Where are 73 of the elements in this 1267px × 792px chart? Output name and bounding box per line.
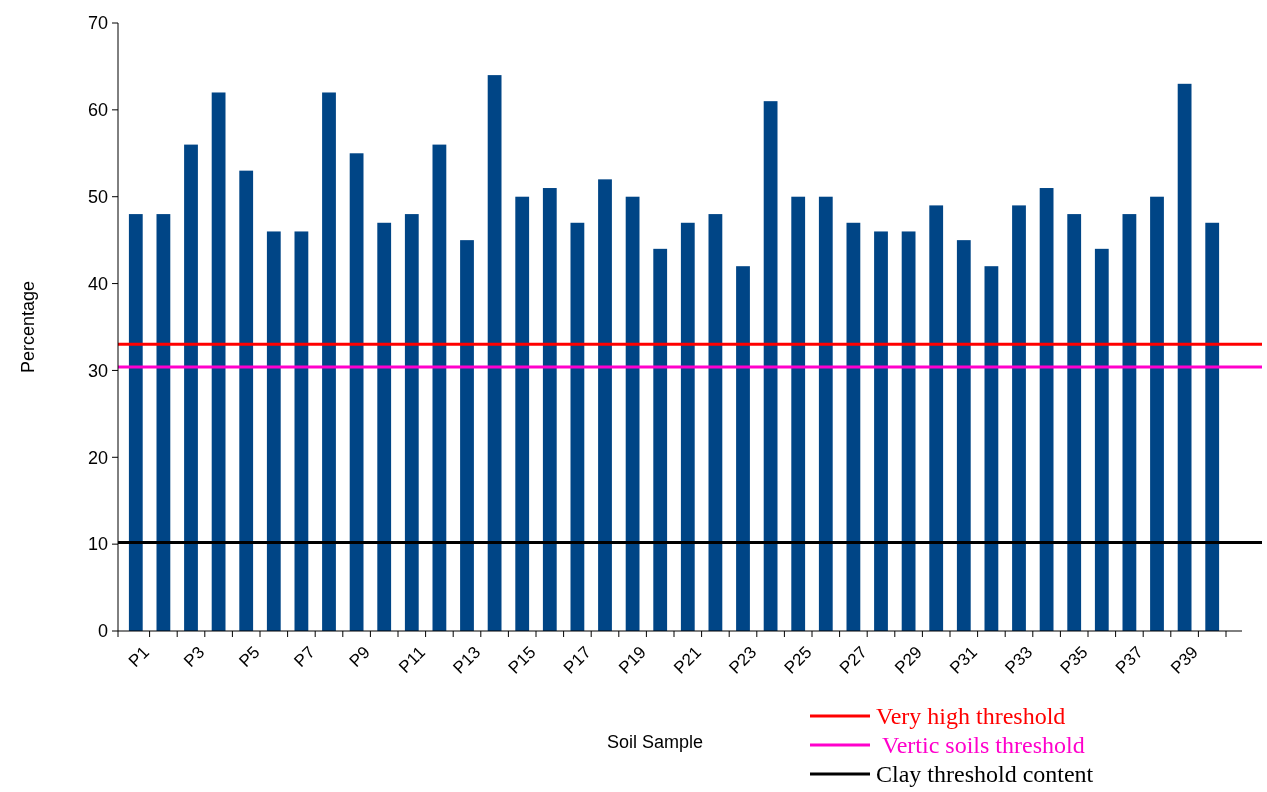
bar bbox=[1150, 196, 1164, 631]
bar bbox=[598, 179, 612, 631]
bar bbox=[846, 222, 861, 631]
x-tick-label: P11 bbox=[395, 642, 430, 677]
x-tick-label: P19 bbox=[615, 642, 650, 678]
bar bbox=[487, 75, 502, 631]
bar bbox=[460, 240, 474, 631]
x-tick-label: P15 bbox=[504, 642, 540, 678]
y-tick-label: 40 bbox=[87, 273, 108, 294]
y-tick-label: 20 bbox=[87, 447, 108, 468]
bar bbox=[239, 170, 254, 631]
bar bbox=[680, 222, 695, 631]
x-tick-label: P33 bbox=[1001, 642, 1037, 678]
bar bbox=[1067, 214, 1082, 631]
x-tick-label: P7 bbox=[290, 642, 319, 671]
bar bbox=[542, 188, 557, 631]
x-tick-label: P1 bbox=[124, 642, 154, 671]
x-tick-label: P39 bbox=[1167, 642, 1202, 678]
bar bbox=[653, 248, 668, 631]
y-tick-label: 0 bbox=[97, 621, 108, 642]
x-tick-label: P21 bbox=[670, 642, 706, 678]
y-tick-label: 70 bbox=[87, 13, 108, 34]
y-tick-label: 60 bbox=[87, 100, 108, 121]
bar bbox=[1122, 214, 1137, 631]
x-tick-label: P29 bbox=[891, 642, 926, 678]
bar bbox=[791, 196, 806, 631]
legend-label: Vertic soils threshold bbox=[882, 732, 1085, 759]
y-tick-label: 50 bbox=[87, 187, 108, 208]
x-tick-label: P35 bbox=[1056, 642, 1092, 678]
bar bbox=[294, 231, 309, 631]
bar bbox=[984, 266, 999, 631]
x-tick-label: P13 bbox=[449, 642, 485, 678]
bar bbox=[266, 231, 281, 631]
x-tick-label: P17 bbox=[559, 642, 595, 678]
x-tick-label: P37 bbox=[1111, 642, 1147, 678]
bar bbox=[1094, 248, 1109, 631]
bar bbox=[736, 266, 750, 631]
bar bbox=[874, 231, 888, 631]
bar bbox=[515, 196, 530, 631]
x-axis-title: Soil Sample bbox=[606, 732, 704, 752]
bar bbox=[929, 205, 944, 631]
x-tick-label: P5 bbox=[235, 642, 264, 671]
bar bbox=[763, 101, 778, 631]
y-tick-label: 10 bbox=[87, 534, 108, 555]
legend-label: Very high threshold bbox=[876, 703, 1066, 730]
x-tick-label: P9 bbox=[345, 642, 374, 671]
x-tick-label: P3 bbox=[180, 642, 209, 671]
y-axis-title: Percentage bbox=[18, 280, 38, 374]
x-tick-label: P31 bbox=[946, 642, 982, 678]
bar bbox=[156, 214, 171, 631]
bar bbox=[901, 231, 916, 631]
bar bbox=[1039, 188, 1054, 631]
x-tick-label: P25 bbox=[780, 642, 816, 678]
x-tick-label: P23 bbox=[725, 642, 761, 678]
bar bbox=[211, 92, 226, 631]
bar bbox=[1012, 205, 1026, 631]
bar bbox=[1205, 222, 1220, 631]
bar bbox=[128, 214, 143, 631]
bar bbox=[956, 240, 971, 631]
bar bbox=[377, 222, 392, 631]
bar bbox=[184, 144, 198, 631]
x-tick-label: P27 bbox=[835, 642, 871, 678]
legend-label: Clay threshold content bbox=[876, 761, 1094, 788]
bar bbox=[708, 214, 723, 631]
bar bbox=[349, 153, 364, 631]
bar bbox=[322, 92, 336, 631]
y-tick-label: 30 bbox=[87, 360, 108, 381]
bar bbox=[570, 222, 585, 631]
bar bbox=[404, 214, 419, 631]
bar bbox=[432, 144, 447, 631]
bar bbox=[625, 196, 640, 631]
bar bbox=[1177, 83, 1192, 631]
bar bbox=[818, 196, 833, 631]
